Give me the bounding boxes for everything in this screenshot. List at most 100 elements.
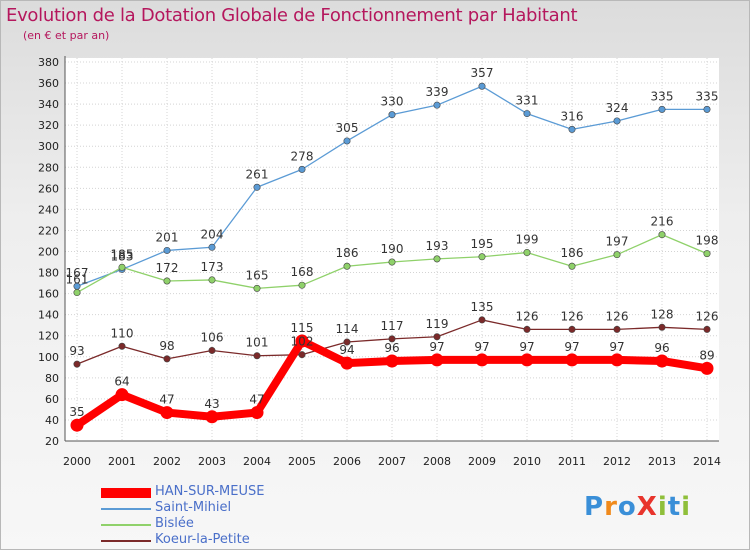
data-point — [118, 342, 126, 350]
data-label: 204 — [201, 227, 224, 241]
data-point — [298, 165, 306, 173]
legend-item: Saint-Mihiel — [101, 500, 401, 517]
y-tick-label: 140 — [38, 309, 59, 322]
data-label: 135 — [471, 300, 494, 314]
data-label: 167 — [66, 266, 89, 280]
y-tick-label: 20 — [45, 435, 59, 448]
y-tick-label: 200 — [38, 246, 59, 259]
data-label: 172 — [156, 261, 179, 275]
data-label: 183 — [111, 249, 134, 263]
data-point — [298, 351, 306, 359]
data-label: 97 — [609, 340, 624, 354]
legend-label: Bislée — [155, 516, 194, 531]
data-point — [430, 353, 444, 367]
data-point — [478, 316, 486, 324]
data-point — [343, 262, 351, 270]
x-tick-label: 2014 — [693, 455, 721, 468]
legend-swatch — [101, 524, 151, 526]
x-tick-label: 2001 — [108, 455, 136, 468]
data-label: 101 — [246, 336, 269, 350]
data-label: 335 — [651, 89, 674, 103]
data-label: 94 — [339, 343, 354, 357]
x-tick-label: 2009 — [468, 455, 496, 468]
logo-letter: P — [584, 492, 605, 522]
data-point — [343, 338, 351, 346]
legend-swatch — [101, 540, 151, 542]
data-point — [208, 346, 216, 354]
data-label: 96 — [654, 341, 669, 355]
data-point — [388, 111, 396, 119]
data-point — [703, 325, 711, 333]
data-point — [703, 105, 711, 113]
data-label: 106 — [201, 330, 224, 344]
data-label: 97 — [564, 340, 579, 354]
data-label: 110 — [111, 326, 134, 340]
data-label: 216 — [651, 215, 674, 229]
legend-item: Bislée — [101, 516, 401, 533]
legend-label: Saint-Mihiel — [155, 500, 232, 515]
data-label: 168 — [291, 265, 314, 279]
y-tick-label: 300 — [38, 140, 59, 153]
data-label: 331 — [516, 94, 539, 108]
x-tick-label: 2008 — [423, 455, 451, 468]
data-label: 115 — [291, 321, 314, 335]
y-tick-label: 340 — [38, 98, 59, 111]
data-point — [385, 354, 399, 368]
x-tick-label: 2004 — [243, 455, 271, 468]
data-label: 93 — [69, 344, 84, 358]
data-point — [163, 355, 171, 363]
data-label: 305 — [336, 121, 359, 135]
data-point — [208, 276, 216, 284]
data-label: 126 — [606, 309, 629, 323]
data-label: 165 — [246, 268, 269, 282]
data-point — [523, 249, 531, 257]
x-tick-label: 2013 — [648, 455, 676, 468]
logo-letter: t — [667, 492, 682, 522]
data-point — [73, 360, 81, 368]
y-tick-label: 260 — [38, 182, 59, 195]
x-tick-label: 2010 — [513, 455, 541, 468]
data-point — [298, 281, 306, 289]
x-tick-label: 2007 — [378, 455, 406, 468]
data-label: 114 — [336, 322, 359, 336]
data-label: 278 — [291, 149, 314, 163]
y-tick-label: 40 — [45, 414, 59, 427]
data-label: 47 — [249, 393, 264, 407]
data-label: 186 — [336, 246, 359, 260]
data-label: 190 — [381, 242, 404, 256]
data-point — [295, 334, 309, 348]
data-label: 339 — [426, 85, 449, 99]
data-point — [433, 255, 441, 263]
y-tick-label: 280 — [38, 161, 59, 174]
data-label: 126 — [516, 309, 539, 323]
data-point — [340, 356, 354, 370]
data-point — [703, 250, 711, 258]
proxiti-logo: ProXiti — [584, 492, 691, 522]
data-label: 357 — [471, 66, 494, 80]
data-label: 195 — [471, 237, 494, 251]
data-point — [700, 361, 714, 375]
data-label: 324 — [606, 101, 629, 115]
data-point — [253, 183, 261, 191]
data-label: 199 — [516, 233, 539, 247]
data-label: 35 — [69, 405, 84, 419]
data-label: 89 — [699, 348, 714, 362]
legend-swatch — [101, 508, 151, 510]
data-point — [433, 101, 441, 109]
y-tick-label: 160 — [38, 288, 59, 301]
data-label: 128 — [651, 307, 674, 321]
y-tick-label: 240 — [38, 203, 59, 216]
y-tick-label: 320 — [38, 119, 59, 132]
data-label: 198 — [696, 234, 719, 248]
logo-letter: o — [617, 492, 637, 522]
data-point — [523, 325, 531, 333]
data-label: 64 — [114, 375, 129, 389]
data-point — [253, 352, 261, 360]
logo-letter: X — [636, 492, 658, 522]
data-point — [610, 353, 624, 367]
data-point — [655, 354, 669, 368]
data-point — [613, 251, 621, 259]
data-point — [70, 418, 84, 432]
chart-subtitle: (en € et par an) — [23, 29, 110, 42]
